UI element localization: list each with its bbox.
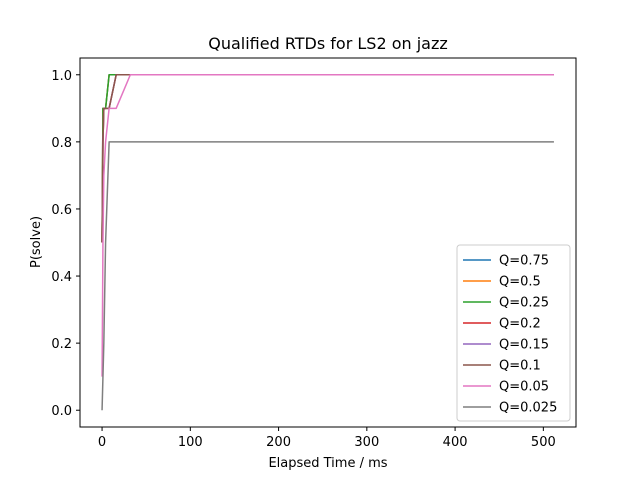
legend-label: Q=0.2 — [499, 317, 541, 332]
x-tick-label: 100 — [178, 435, 203, 450]
x-tick-label: 300 — [354, 435, 379, 450]
series-line-5 — [101, 74, 554, 243]
legend-label: Q=0.15 — [499, 338, 549, 353]
legend-label: Q=0.05 — [499, 380, 549, 395]
series-line-3 — [101, 74, 554, 243]
series-line-2 — [101, 74, 554, 243]
y-tick-label: 0.2 — [51, 337, 72, 352]
plot-area — [101, 74, 554, 411]
series-line-8 — [101, 141, 554, 411]
x-axis-ticks: 0 100 200 300 400 500 — [98, 427, 556, 450]
y-axis-label: P(solve) — [29, 216, 44, 268]
legend-box — [456, 244, 571, 422]
legend-label: Q=0.75 — [499, 254, 549, 269]
legend-label: Q=0.5 — [499, 275, 541, 290]
y-tick-label: 0.6 — [51, 203, 72, 218]
x-tick-label: 200 — [266, 435, 291, 450]
legend: Q=0.75 Q=0.5 Q=0.25 Q=0.2 Q=0.15 Q=0.1 Q=0.05 Q… — [456, 244, 571, 422]
series-line-4 — [101, 74, 554, 243]
legend-label: Q=0.1 — [499, 359, 541, 374]
series-lines — [101, 74, 554, 411]
y-tick-label: 0.8 — [51, 136, 72, 151]
legend-label: Q=0.025 — [499, 401, 557, 416]
plot-frame — [79, 57, 577, 428]
x-tick-label: 0 — [98, 435, 106, 450]
y-tick-label: 0.4 — [51, 270, 72, 285]
series-line-6 — [101, 74, 554, 243]
legend-label: Q=0.25 — [499, 296, 549, 311]
series-line-1 — [101, 74, 554, 243]
series-line-7 — [101, 74, 554, 377]
y-tick-label: 1.0 — [51, 69, 72, 84]
chart-title: Qualified RTDs for LS2 on jazz — [208, 34, 448, 53]
y-axis-ticks: 0.0 0.2 0.4 0.6 0.8 1.0 — [51, 69, 80, 419]
y-tick-label: 0.0 — [51, 404, 72, 419]
x-tick-label: 500 — [531, 435, 556, 450]
x-axis-label: Elapsed Time / ms — [268, 456, 387, 471]
x-tick-label: 400 — [443, 435, 468, 450]
